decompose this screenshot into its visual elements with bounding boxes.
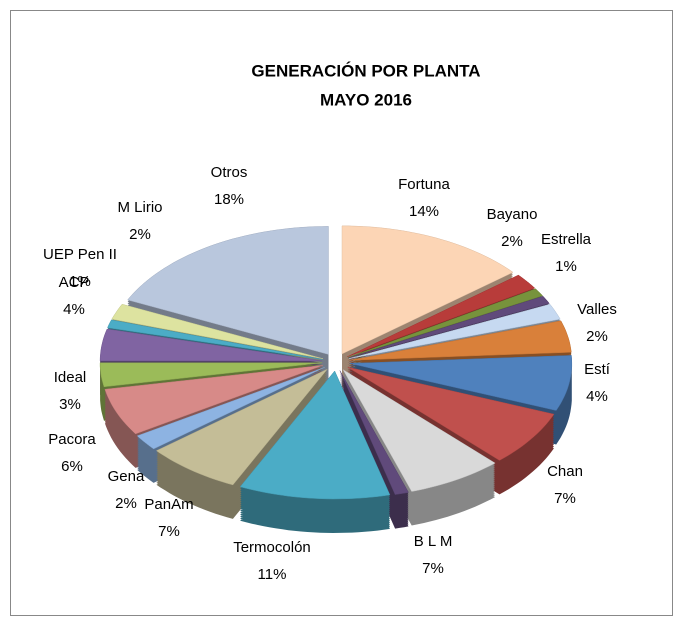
slice (342, 368, 496, 492)
slice-value-label: 6% (61, 458, 83, 475)
slice (347, 366, 555, 461)
slice (99, 328, 323, 362)
slice-label: Bayano (487, 206, 538, 223)
slice (104, 365, 324, 435)
slice-label: Gena (108, 468, 145, 485)
slice-label: Chan (547, 463, 583, 480)
slice (349, 355, 573, 411)
slice (107, 319, 323, 360)
slice-value-label: 7% (554, 490, 576, 507)
slice (348, 303, 561, 359)
slice-label: B L M (414, 533, 453, 550)
slice-side (339, 370, 409, 529)
slice (347, 274, 536, 357)
slice-value-label: 1% (555, 258, 577, 275)
slice (348, 288, 544, 358)
slice (341, 225, 514, 355)
slice-value-label: 1% (69, 273, 91, 290)
slice-label: PanAm (144, 496, 193, 513)
slice-label: Otros (211, 164, 248, 181)
slice-label: Termocolón (233, 539, 311, 556)
slice (349, 320, 572, 361)
slice (339, 370, 409, 495)
slice (155, 368, 328, 486)
slice-value-label: 18% (214, 191, 244, 208)
slice (111, 303, 324, 359)
slice-value-label: 2% (501, 233, 523, 250)
slice-label: M Lirio (117, 199, 162, 216)
slice-value-label: 14% (409, 203, 439, 220)
slice-label: UEP Pen II (43, 246, 117, 263)
slice-value-label: 7% (158, 523, 180, 540)
slice (348, 295, 550, 359)
slice-label: Pacora (48, 431, 96, 448)
slice-label: Estí (584, 361, 611, 378)
slice-value-label: 2% (586, 328, 608, 345)
slice-value-label: 11% (258, 566, 287, 583)
slice (136, 367, 325, 450)
slice-value-label: 7% (422, 560, 444, 577)
slice-value-label: 2% (129, 226, 151, 243)
chart-title: MAYO 2016 (320, 90, 412, 109)
slice-label: Estrella (541, 231, 592, 248)
slice-label: ACP (59, 274, 90, 291)
slice-value-label: 4% (586, 388, 608, 405)
slice-value-label: 4% (63, 301, 85, 318)
slice-label: Ideal (54, 369, 87, 386)
slice-label: Fortuna (398, 176, 450, 193)
chart-title: GENERACIÓN POR PLANTA (251, 61, 480, 80)
slice-label: Valles (577, 301, 617, 318)
slice (99, 362, 323, 388)
slice (127, 226, 329, 355)
slice (239, 370, 391, 500)
slice-value-label: 2% (115, 495, 137, 512)
slice-value-label: 3% (59, 396, 81, 413)
